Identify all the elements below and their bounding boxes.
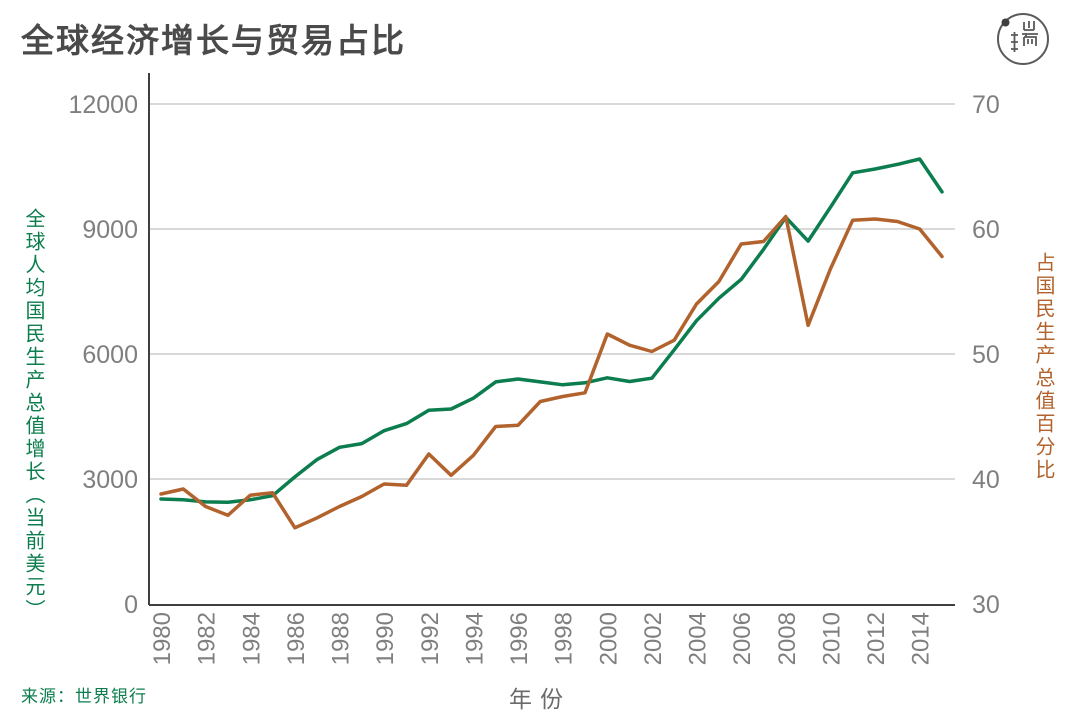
trade-share-line (159, 214, 944, 530)
x-axis-tick-label: 2010 (818, 612, 845, 665)
source-note: 来源：世界银行 (21, 687, 147, 706)
x-axis-tick-label: 1994 (461, 612, 488, 665)
initium-media-logo-icon (997, 13, 1049, 65)
x-axis-tick-label: 2000 (595, 612, 622, 665)
left-axis-tick-label: 3000 (82, 466, 138, 494)
x-axis-tick-label: 1998 (551, 612, 578, 665)
right-axis-tick-label: 40 (972, 466, 1000, 494)
gni-per-capita-line (159, 157, 944, 505)
right-y-axis-title: 占国民生产总值百分比 (1032, 252, 1054, 482)
left-axis-tick-label: 0 (124, 591, 138, 619)
x-axis-tick-label: 1992 (417, 612, 444, 665)
x-axis-tick-label: 1984 (238, 612, 265, 665)
chart-title: 全球经济增长与贸易占比 (21, 22, 406, 59)
x-axis-tick-label: 1990 (372, 612, 399, 665)
x-axis-tick-label: 2012 (863, 612, 890, 665)
right-axis-tick-label: 50 (972, 341, 1000, 369)
left-y-axis-title: 全球人均国民生产总值增长（当前美元） (22, 208, 44, 622)
x-axis-tick-label: 2002 (640, 612, 667, 665)
left-axis-tick-label: 9000 (82, 216, 138, 244)
left-axis-tick-label: 12000 (68, 91, 138, 119)
x-axis-title: 年份 (509, 686, 571, 712)
right-axis-tick-label: 30 (972, 591, 1000, 619)
x-axis-tick-label: 2014 (908, 612, 935, 665)
x-axis-tick-label: 2008 (774, 612, 801, 665)
x-axis-tick-label: 1982 (194, 612, 221, 665)
x-axis-tick-label: 1996 (506, 612, 533, 665)
x-axis-tick-label: 1988 (328, 612, 355, 665)
x-axis-tick-label: 2004 (685, 612, 712, 665)
right-axis-tick-label: 60 (972, 216, 1000, 244)
x-axis-tick-label: 2006 (729, 612, 756, 665)
right-axis-tick-label: 70 (972, 91, 1000, 119)
x-axis-tick-label: 1986 (283, 612, 310, 665)
x-axis-tick-label: 1980 (149, 612, 176, 665)
left-axis-tick-label: 6000 (82, 341, 138, 369)
